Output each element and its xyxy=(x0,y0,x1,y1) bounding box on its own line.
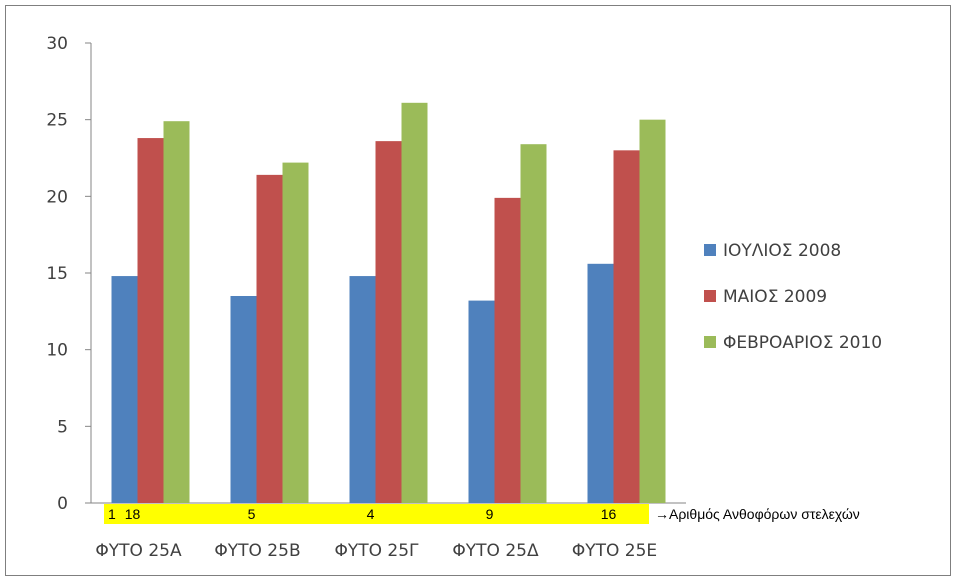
count-row-marker: 1 xyxy=(108,506,116,522)
bar xyxy=(163,121,190,503)
x-category-label: ΦΥΤΟ 25Β xyxy=(214,541,300,561)
chart-frame: 1 18 5 4 9 16 → Αριθμός Ανθοφόρων στελεχών 0 5 10… xyxy=(5,5,951,576)
x-category-label: ΦΥΤΟ 25Δ xyxy=(452,541,539,561)
bar xyxy=(494,197,521,503)
legend-swatch xyxy=(704,244,716,256)
y-tick-label: 5 xyxy=(57,417,68,437)
y-tick-label: 15 xyxy=(46,264,68,284)
flowering-count-note: Αριθμός Ανθοφόρων στελεχών xyxy=(669,506,860,522)
y-tick-label: 20 xyxy=(46,187,68,207)
flowering-count-label: 16 xyxy=(601,506,617,522)
bar xyxy=(111,276,138,503)
legend-label: ΜΑΙΟΣ 2009 xyxy=(723,287,827,307)
y-tick-label: 25 xyxy=(46,111,68,131)
bar xyxy=(639,119,666,504)
bar-chart: 1 18 5 4 9 16 → Αριθμός Ανθοφόρων στελεχών 0 5 10… xyxy=(46,34,882,561)
bar xyxy=(256,174,283,503)
legend-label: ΙΟΥΛΙΟΣ 2008 xyxy=(723,241,841,261)
y-tick-label: 0 xyxy=(57,494,68,514)
bar xyxy=(613,150,640,504)
flowering-count-label: 5 xyxy=(248,506,256,522)
bar xyxy=(587,263,614,503)
flowering-count-label: 18 xyxy=(125,506,141,522)
arrow-icon: → xyxy=(655,506,669,522)
bar xyxy=(137,138,164,504)
bar xyxy=(520,144,547,503)
x-category-label: ΦΥΤΟ 25Α xyxy=(95,541,182,561)
bar xyxy=(282,162,309,503)
bar xyxy=(401,102,428,504)
y-tick-label: 30 xyxy=(46,34,68,54)
flowering-count-label: 9 xyxy=(486,506,494,522)
legend-label: ΦΕΒΡΟΑΡΙΟΣ 2010 xyxy=(723,333,882,353)
flowering-count-row xyxy=(104,504,649,524)
legend-swatch xyxy=(704,290,716,302)
bar xyxy=(349,276,376,503)
legend-swatch xyxy=(704,336,716,348)
bar xyxy=(375,141,402,503)
bar xyxy=(468,300,495,503)
x-category-label: ΦΥΤΟ 25Ε xyxy=(572,541,657,561)
bar xyxy=(230,296,257,503)
flowering-count-label: 4 xyxy=(367,506,375,522)
y-tick-label: 10 xyxy=(46,341,68,361)
x-category-label: ΦΥΤΟ 25Γ xyxy=(334,541,419,561)
